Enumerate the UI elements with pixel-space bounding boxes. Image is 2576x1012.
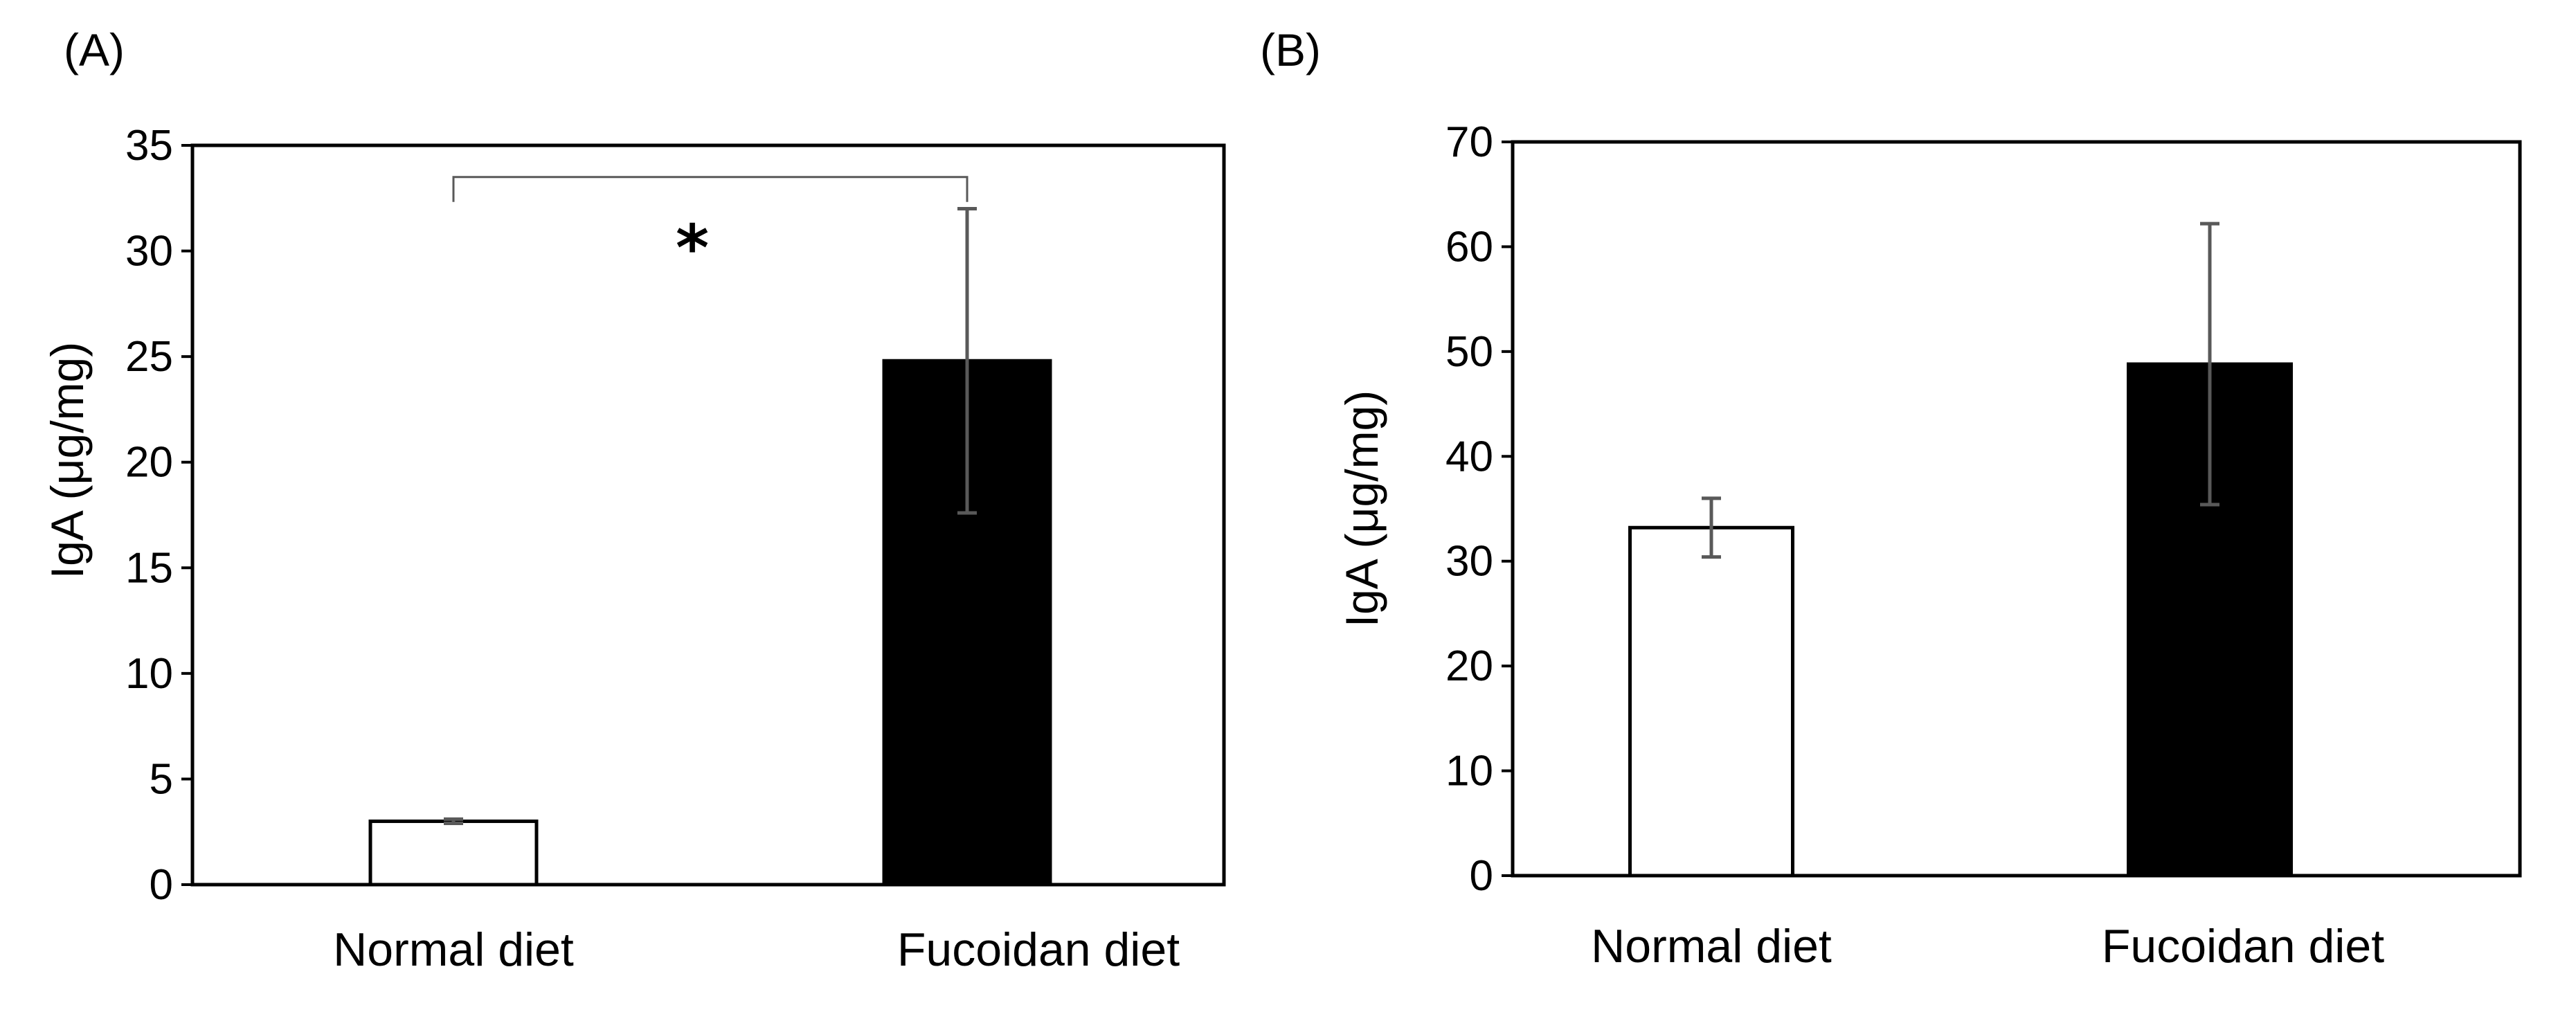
panel-a-y-tick-label: 35 bbox=[125, 122, 173, 170]
panel-a-y-tick-label: 15 bbox=[125, 544, 173, 592]
panel-a-plot-frame bbox=[190, 143, 1226, 887]
panel-b-bar-normal bbox=[1628, 525, 1794, 878]
panel-a-significance-star: * bbox=[676, 211, 709, 285]
panel-b-y-tick-label: 50 bbox=[1445, 328, 1493, 376]
panel-b: (B) IgA (μg/mg) Normal diet Fucoidan die… bbox=[1260, 24, 2522, 973]
panel-a: (A) IgA (μg/mg) Normal diet Fucoidan die… bbox=[42, 24, 1226, 976]
panel-a-category-label-normal: Normal diet bbox=[333, 923, 574, 976]
panel-b-plot-frame bbox=[1511, 140, 2522, 878]
panel-b-category-label-normal: Normal diet bbox=[1591, 920, 1832, 973]
panel-a-category-label-fucoidan: Fucoidan diet bbox=[897, 923, 1180, 976]
panel-b-y-tick-label: 10 bbox=[1445, 748, 1493, 795]
panel-b-y-tick-label: 20 bbox=[1445, 642, 1493, 690]
panel-a-y-tick-label: 10 bbox=[125, 650, 173, 698]
panel-b-y-tick-label: 0 bbox=[1470, 852, 1493, 900]
panel-a-y-tick-label: 5 bbox=[150, 755, 173, 803]
panel-b-category-label-fucoidan: Fucoidan diet bbox=[2102, 920, 2384, 973]
panel-a-y-tick-label: 25 bbox=[125, 333, 173, 381]
panel-a-y-tick-label: 20 bbox=[125, 439, 173, 487]
panel-b-y-tick-label: 60 bbox=[1445, 223, 1493, 271]
panel-b-y-tick-label: 70 bbox=[1445, 118, 1493, 166]
panel-b-y-tick-label: 40 bbox=[1445, 433, 1493, 480]
panel-a-y-tick-label: 30 bbox=[125, 228, 173, 275]
panel-b-label: (B) bbox=[1260, 24, 1321, 75]
panel-b-y-tick-label: 30 bbox=[1445, 538, 1493, 586]
panel-a-y-axis-label: IgA (μg/mg) bbox=[42, 342, 93, 579]
panel-b-y-axis-label: IgA (μg/mg) bbox=[1336, 390, 1387, 627]
panel-a-label: (A) bbox=[64, 24, 125, 75]
panel-a-y-tick-label: 0 bbox=[150, 861, 173, 909]
panel-a-bar-normal bbox=[368, 819, 539, 887]
panel-a-significance-bracket bbox=[452, 176, 969, 202]
